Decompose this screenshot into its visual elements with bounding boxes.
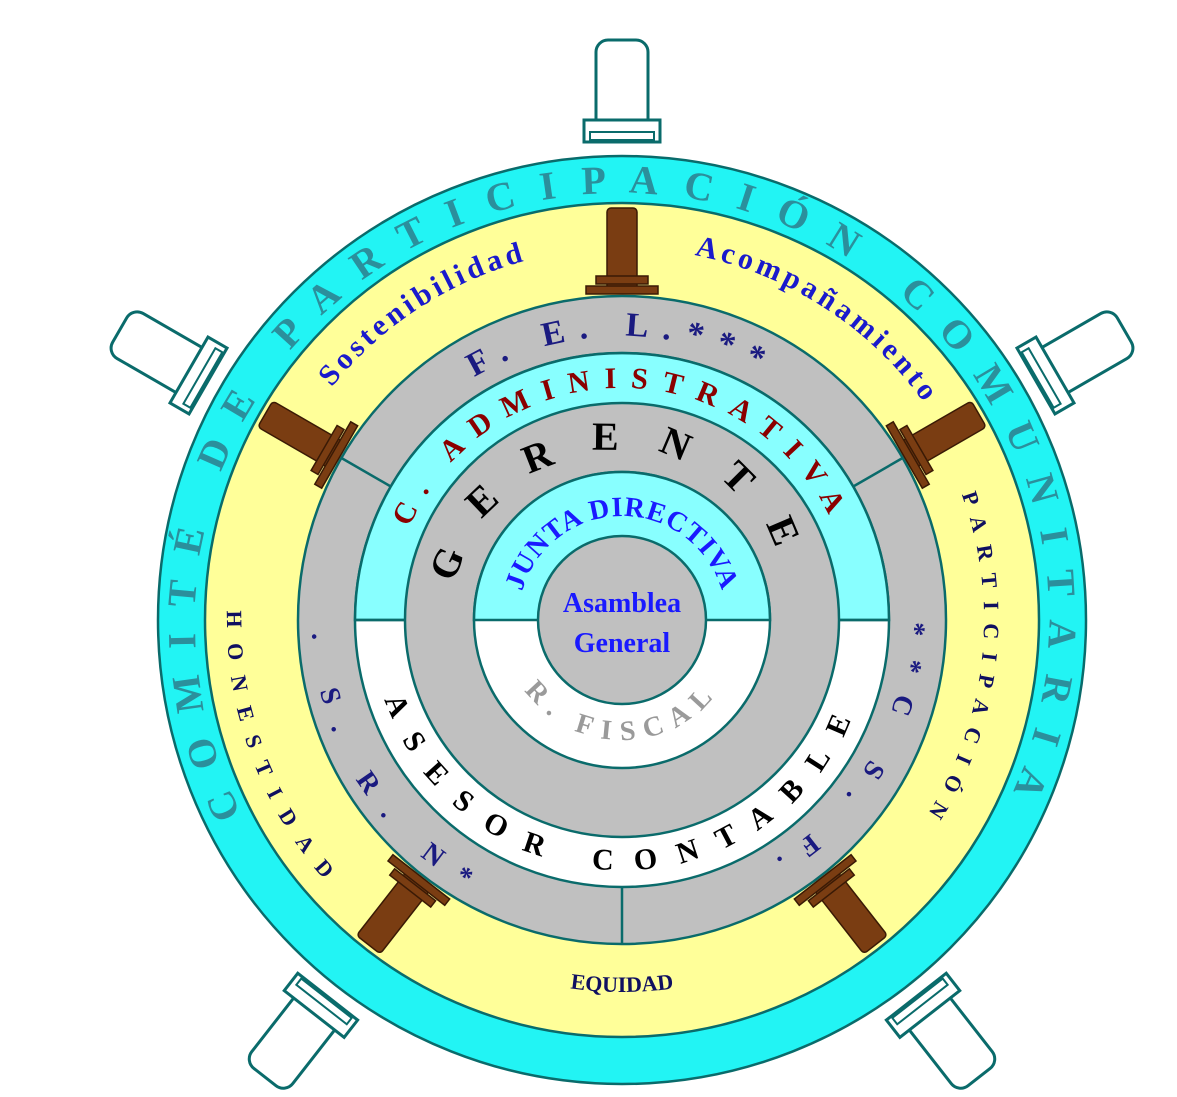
spoke-flange: [596, 276, 648, 284]
handle: [1017, 297, 1143, 414]
page: COMITÉ DE PARTICIPACIÓN COMUNITARIASoste…: [0, 0, 1177, 1097]
handle: [235, 973, 358, 1097]
assembly-circle: [538, 536, 706, 704]
handle: [101, 297, 227, 414]
handle: [886, 973, 1009, 1097]
handle: [584, 40, 660, 142]
assembly-line2: General: [574, 628, 671, 659]
spoke-flange: [586, 286, 658, 294]
value-label: EQUIDAD: [570, 969, 675, 997]
value-label: EQUIDAD: [570, 969, 675, 997]
assembly-line1: Asamblea: [563, 588, 681, 619]
diagram: COMITÉ DE PARTICIPACIÓN COMUNITARIASoste…: [0, 0, 1177, 1097]
handle-base: [590, 132, 654, 140]
